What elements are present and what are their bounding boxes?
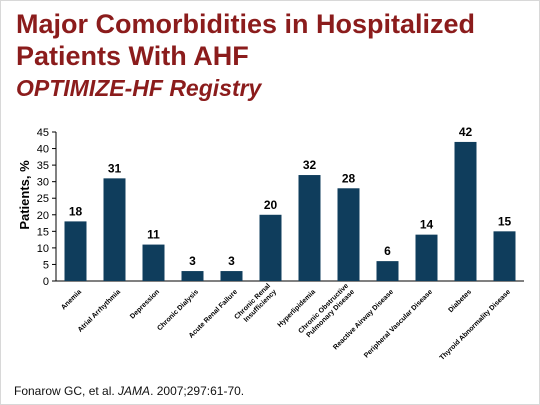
bar-data-label: 31 — [108, 161, 122, 175]
x-tick-label-line: Thyroid Abnormality Disease — [439, 289, 512, 362]
x-tick-label: Peripheral Vascular Disease — [363, 289, 434, 360]
citation-details: . 2007;297:61-70. — [150, 384, 245, 398]
x-tick-label-line: Chronic Obstructive — [297, 283, 350, 336]
bar-data-label: 28 — [342, 171, 356, 185]
bar — [103, 178, 126, 281]
y-axis-label: Patients, % — [17, 160, 32, 230]
citation-authors: Fonarow GC, et al. — [14, 384, 119, 398]
bar — [337, 188, 360, 281]
y-tick-label: 40 — [37, 144, 49, 156]
bar-data-label: 42 — [459, 125, 473, 139]
bar — [142, 244, 165, 281]
x-tick-label: Chronic Dialysis — [156, 289, 200, 333]
y-tick-label: 30 — [37, 177, 49, 189]
y-tick-label: 25 — [37, 193, 49, 205]
x-tick-label-line: Diabetes — [447, 289, 473, 315]
y-tick-label: 35 — [37, 160, 49, 172]
y-tick-label: 20 — [37, 210, 49, 222]
x-tick-label: Thyroid Abnormality Disease — [439, 289, 512, 362]
bar — [181, 271, 204, 281]
title-line-1: Major Comorbidities in Hospitalized — [16, 9, 476, 39]
slide-title: Major Comorbidities in Hospitalized Pati… — [16, 8, 526, 72]
x-tick-label: Depression — [129, 289, 161, 321]
bar-data-label: 3 — [189, 254, 196, 268]
x-tick-label-line: Peripheral Vascular Disease — [363, 289, 434, 360]
y-tick-label: 15 — [37, 226, 49, 238]
x-tick-label-line: Chronic Dialysis — [156, 289, 200, 333]
bar — [493, 231, 516, 281]
x-tick-label: Atrial Arrhythmia — [77, 289, 122, 334]
title-line-2: Patients With AHF — [16, 41, 249, 71]
bar — [415, 234, 438, 281]
bar-data-label: 15 — [498, 214, 512, 228]
chart-axes — [52, 131, 524, 282]
bar-data-label: 32 — [303, 158, 317, 172]
citation: Fonarow GC, et al. JAMA. 2007;297:61-70. — [14, 384, 244, 398]
y-tick-label: 45 — [37, 127, 49, 139]
slide-subtitle: OPTIMIZE-HF Registry — [16, 75, 262, 101]
bar-data-label: 18 — [69, 204, 83, 218]
x-tick-label: Diabetes — [447, 289, 473, 315]
x-tick-label-line: Atrial Arrhythmia — [77, 289, 122, 334]
x-tick-label: Anemia — [60, 289, 83, 312]
bar — [298, 175, 321, 281]
bar-data-label: 20 — [264, 198, 278, 212]
chart-data-labels: 18 31 11 3 3 20 32 28 6 14 42 15 — [69, 125, 512, 268]
chart-bars — [64, 141, 516, 281]
x-tick-label-line: Depression — [129, 289, 161, 321]
bar — [64, 221, 87, 281]
x-tick-label-line: Anemia — [60, 289, 83, 312]
bar-data-label: 14 — [420, 218, 434, 232]
citation-journal: JAMA — [118, 384, 151, 398]
y-tick-label: 0 — [43, 276, 49, 288]
y-tick-label: 5 — [43, 259, 49, 271]
bar — [220, 271, 243, 281]
bar — [454, 141, 477, 281]
bar — [376, 261, 399, 281]
bar-data-label: 3 — [228, 254, 235, 268]
bar-data-label: 6 — [384, 244, 391, 258]
bar — [259, 214, 282, 281]
bar-data-label: 11 — [147, 228, 160, 242]
y-tick-label: 10 — [37, 243, 49, 255]
chart-y-tick-labels: 0 5 10 15 20 25 30 35 40 45 — [37, 127, 49, 288]
